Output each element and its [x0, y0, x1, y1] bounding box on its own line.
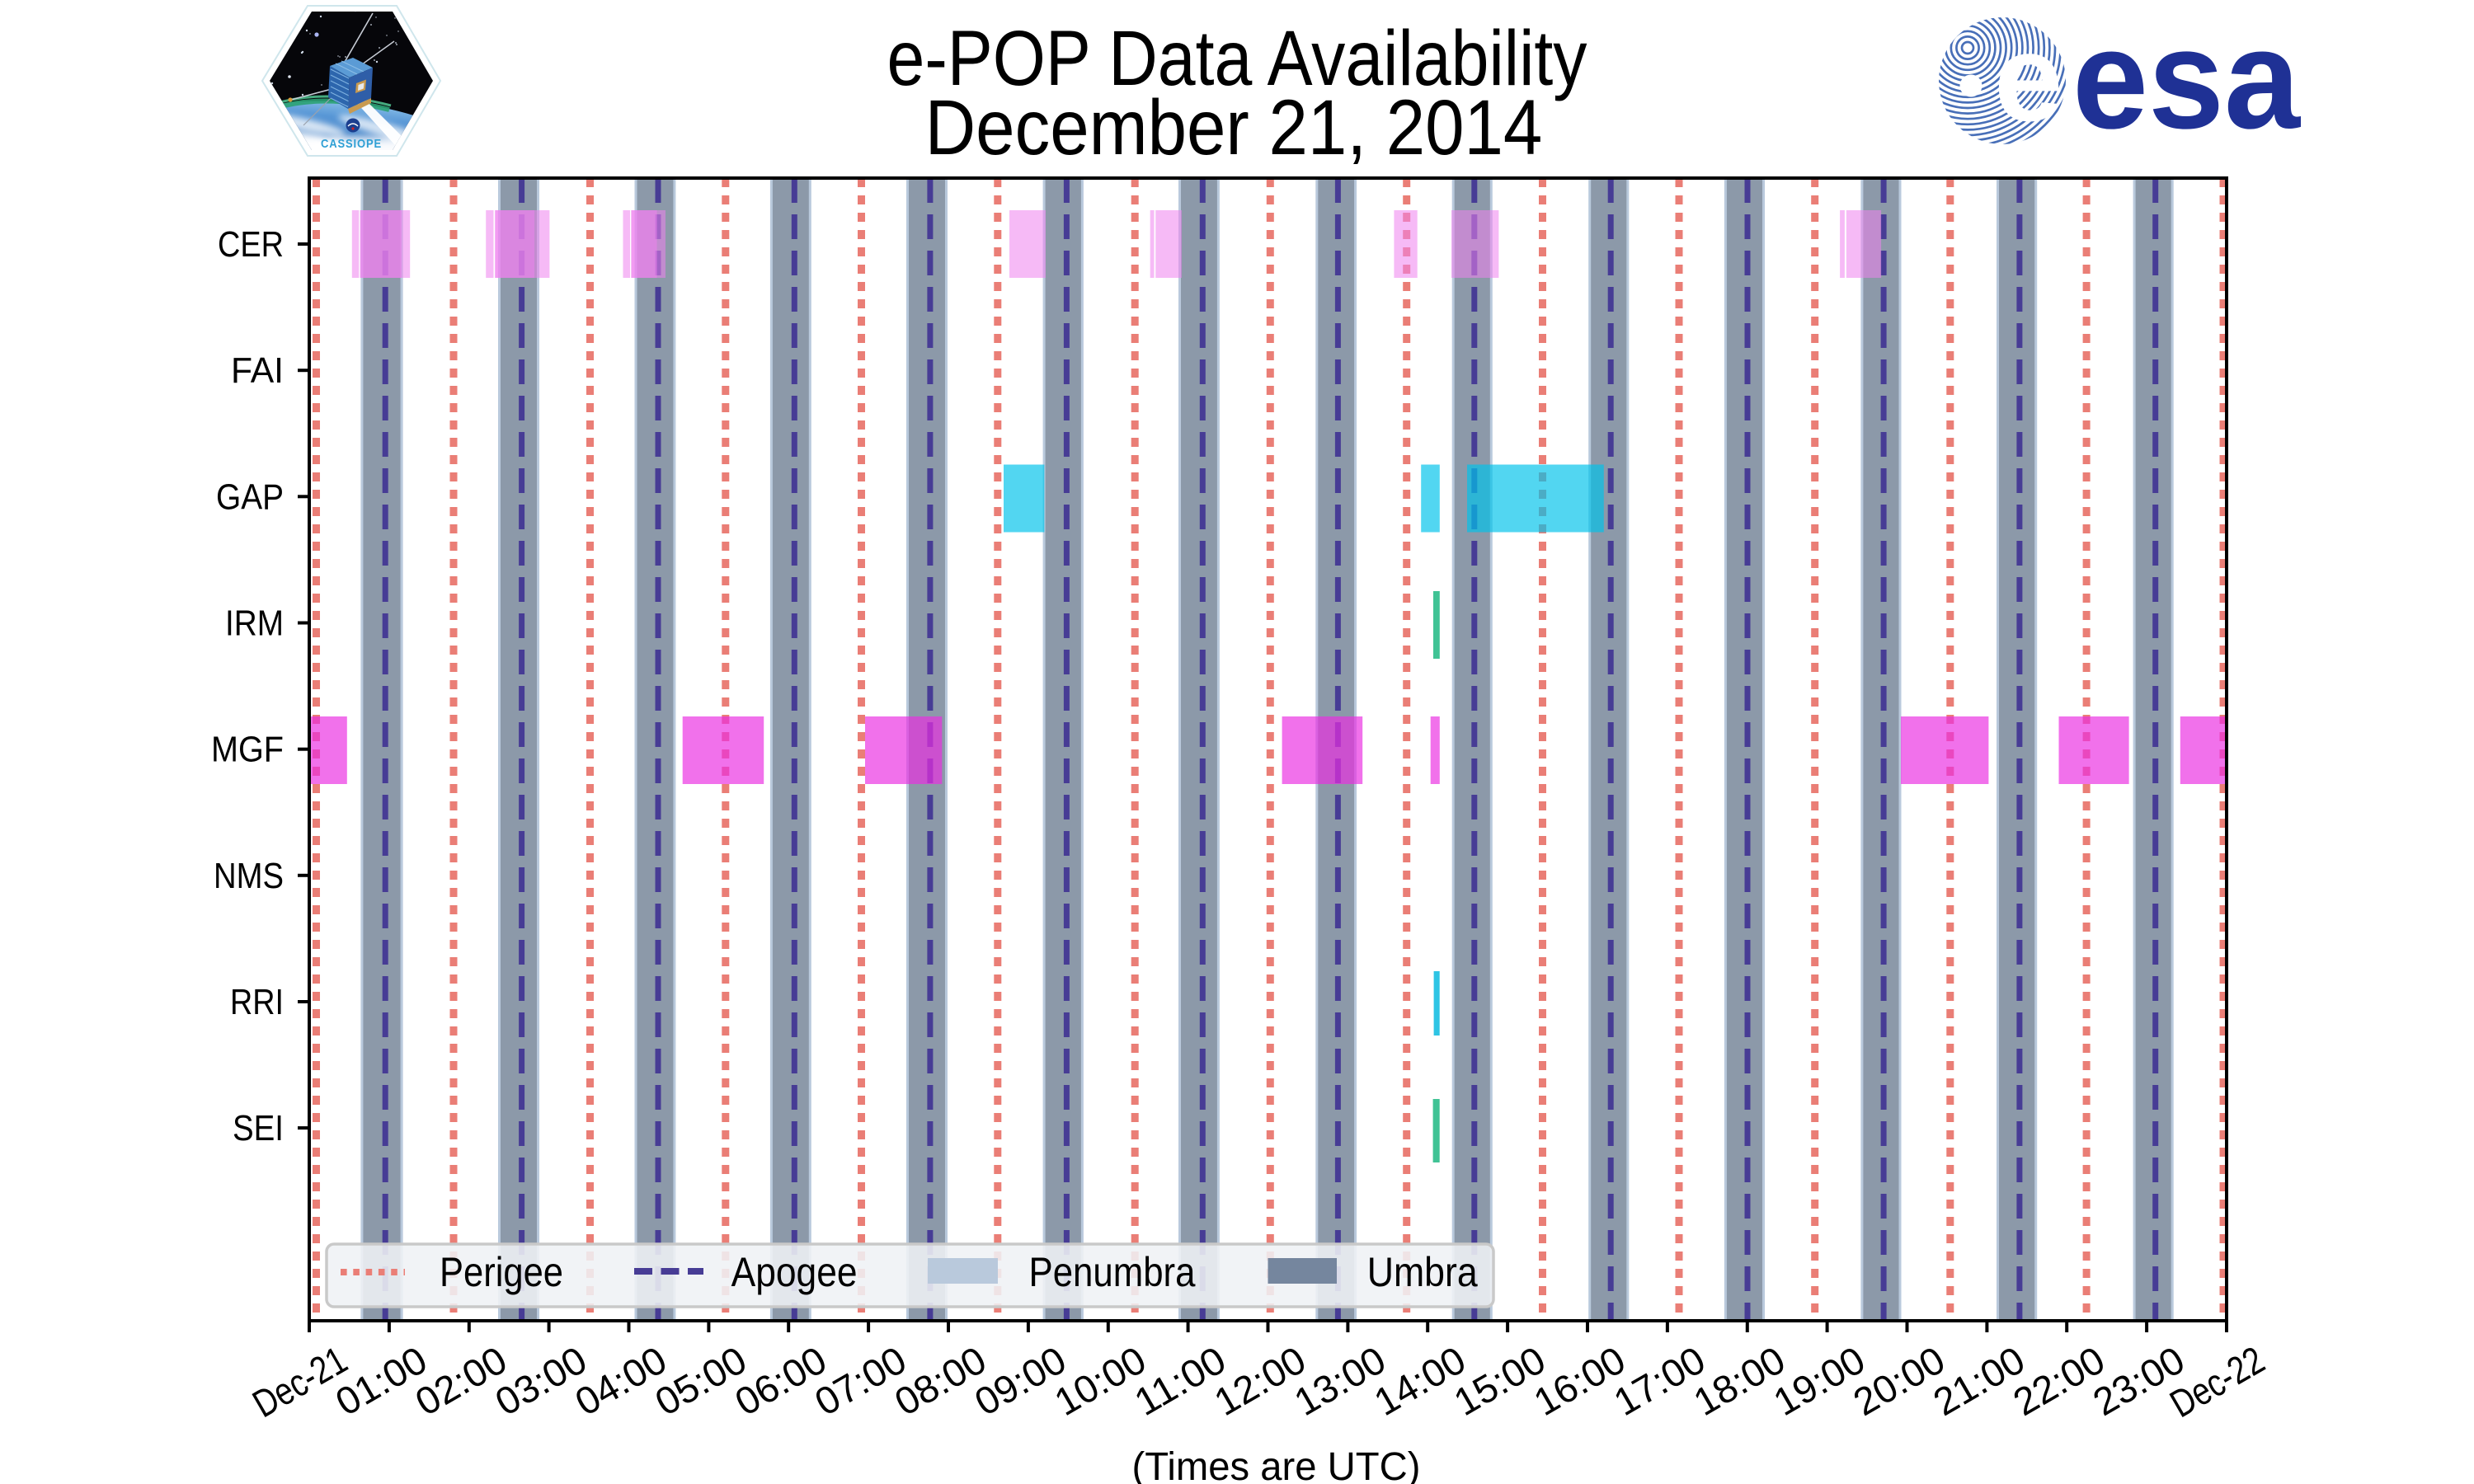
svg-text:RRI: RRI — [230, 982, 284, 1022]
svg-text:(Times are UTC): (Times are UTC) — [1132, 1445, 1421, 1484]
svg-text:CER: CER — [218, 224, 284, 265]
svg-text:IRM: IRM — [225, 603, 284, 644]
svg-text:Apogee: Apogee — [731, 1249, 858, 1295]
svg-text:SEI: SEI — [233, 1108, 284, 1148]
svg-text:December 21, 2014: December 21, 2014 — [925, 84, 1543, 171]
svg-text:GAP: GAP — [216, 477, 284, 517]
svg-text:esa: esa — [2072, 0, 2301, 158]
svg-text:e: e — [1994, 8, 2062, 147]
svg-text:CASSIOPE: CASSIOPE — [321, 137, 382, 151]
svg-text:Umbra: Umbra — [1367, 1249, 1478, 1295]
svg-text:e-POP Data Availability: e-POP Data Availability — [887, 15, 1587, 102]
svg-text:NMS: NMS — [214, 856, 284, 896]
svg-text:Perigee: Perigee — [440, 1249, 563, 1295]
svg-text:FAI: FAI — [231, 350, 284, 391]
svg-text:MGF: MGF — [211, 730, 284, 770]
svg-text:Penumbra: Penumbra — [1029, 1249, 1196, 1295]
